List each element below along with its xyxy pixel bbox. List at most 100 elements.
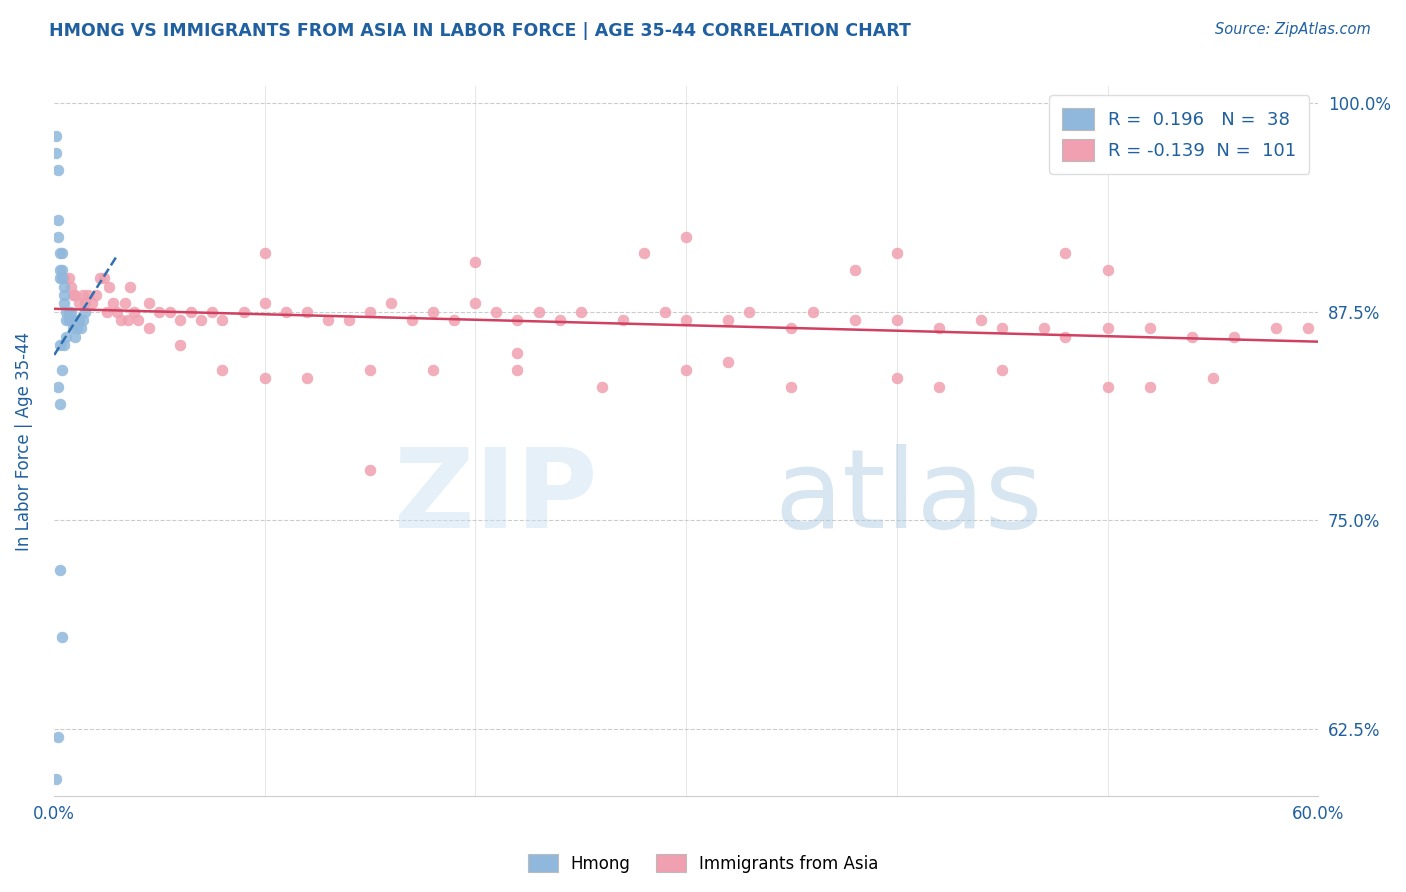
Point xyxy=(59,304,82,318)
Text: Source: ZipAtlas.com: Source: ZipAtlas.com xyxy=(1215,22,1371,37)
Point xyxy=(72,288,94,302)
Point xyxy=(548,313,571,327)
Point xyxy=(53,296,76,310)
Point xyxy=(127,313,149,327)
Point xyxy=(359,304,381,318)
Point xyxy=(67,313,90,327)
Point xyxy=(1139,321,1161,335)
Point xyxy=(51,263,73,277)
Point xyxy=(138,321,160,335)
Point xyxy=(1265,321,1288,335)
Point xyxy=(569,304,592,318)
Point xyxy=(46,731,69,745)
Point xyxy=(51,271,73,285)
Legend: Hmong, Immigrants from Asia: Hmong, Immigrants from Asia xyxy=(520,847,886,880)
Point xyxy=(654,304,676,318)
Point xyxy=(253,296,276,310)
Point xyxy=(401,313,423,327)
Point xyxy=(93,271,115,285)
Point xyxy=(49,271,72,285)
Point xyxy=(63,330,86,344)
Point xyxy=(380,296,402,310)
Point xyxy=(675,363,697,377)
Point xyxy=(59,279,82,293)
Point xyxy=(148,304,170,318)
Point xyxy=(1139,380,1161,394)
Point xyxy=(55,330,77,344)
Point xyxy=(62,321,84,335)
Point xyxy=(1054,246,1077,260)
Point xyxy=(67,296,90,310)
Point xyxy=(62,313,84,327)
Point xyxy=(45,146,67,161)
Point xyxy=(422,363,444,377)
Point xyxy=(844,263,866,277)
Point xyxy=(1181,330,1204,344)
Point xyxy=(443,313,465,327)
Point xyxy=(295,371,318,385)
Point xyxy=(1296,321,1319,335)
Point xyxy=(76,288,98,302)
Point xyxy=(675,313,697,327)
Point xyxy=(55,313,77,327)
Point xyxy=(117,313,139,327)
Point xyxy=(66,321,89,335)
Point xyxy=(780,321,803,335)
Point xyxy=(506,313,529,327)
Point xyxy=(159,304,181,318)
Point xyxy=(253,371,276,385)
Point xyxy=(211,363,233,377)
Point xyxy=(53,338,76,352)
Point xyxy=(886,313,908,327)
Point xyxy=(49,263,72,277)
Point xyxy=(58,271,80,285)
Point xyxy=(105,304,128,318)
Point xyxy=(1223,330,1246,344)
Point xyxy=(46,213,69,227)
Point xyxy=(49,396,72,410)
Point xyxy=(62,288,84,302)
Point xyxy=(169,338,191,352)
Point xyxy=(359,463,381,477)
Point xyxy=(295,304,318,318)
Point xyxy=(72,313,94,327)
Point xyxy=(232,304,254,318)
Point xyxy=(45,129,67,144)
Point xyxy=(970,313,993,327)
Point xyxy=(75,296,97,310)
Point xyxy=(46,229,69,244)
Point xyxy=(63,288,86,302)
Point xyxy=(169,313,191,327)
Point xyxy=(46,380,69,394)
Point xyxy=(80,296,103,310)
Point xyxy=(49,338,72,352)
Point xyxy=(359,363,381,377)
Point xyxy=(70,321,93,335)
Point xyxy=(1097,380,1119,394)
Point xyxy=(886,246,908,260)
Point xyxy=(886,371,908,385)
Point xyxy=(110,313,132,327)
Point xyxy=(464,296,486,310)
Point xyxy=(118,279,141,293)
Point xyxy=(1033,321,1056,335)
Point xyxy=(211,313,233,327)
Point xyxy=(97,279,120,293)
Point xyxy=(201,304,224,318)
Text: ZIP: ZIP xyxy=(394,444,598,551)
Point xyxy=(101,296,124,310)
Y-axis label: In Labor Force | Age 35-44: In Labor Force | Age 35-44 xyxy=(15,332,32,550)
Point xyxy=(190,313,212,327)
Point xyxy=(506,363,529,377)
Point xyxy=(422,304,444,318)
Point xyxy=(675,229,697,244)
Point xyxy=(53,288,76,302)
Point xyxy=(1054,330,1077,344)
Point xyxy=(75,304,97,318)
Point xyxy=(96,304,118,318)
Point xyxy=(51,246,73,260)
Point xyxy=(1097,321,1119,335)
Point xyxy=(780,380,803,394)
Point xyxy=(274,304,297,318)
Legend: R =  0.196   N =  38, R = -0.139  N =  101: R = 0.196 N = 38, R = -0.139 N = 101 xyxy=(1049,95,1309,174)
